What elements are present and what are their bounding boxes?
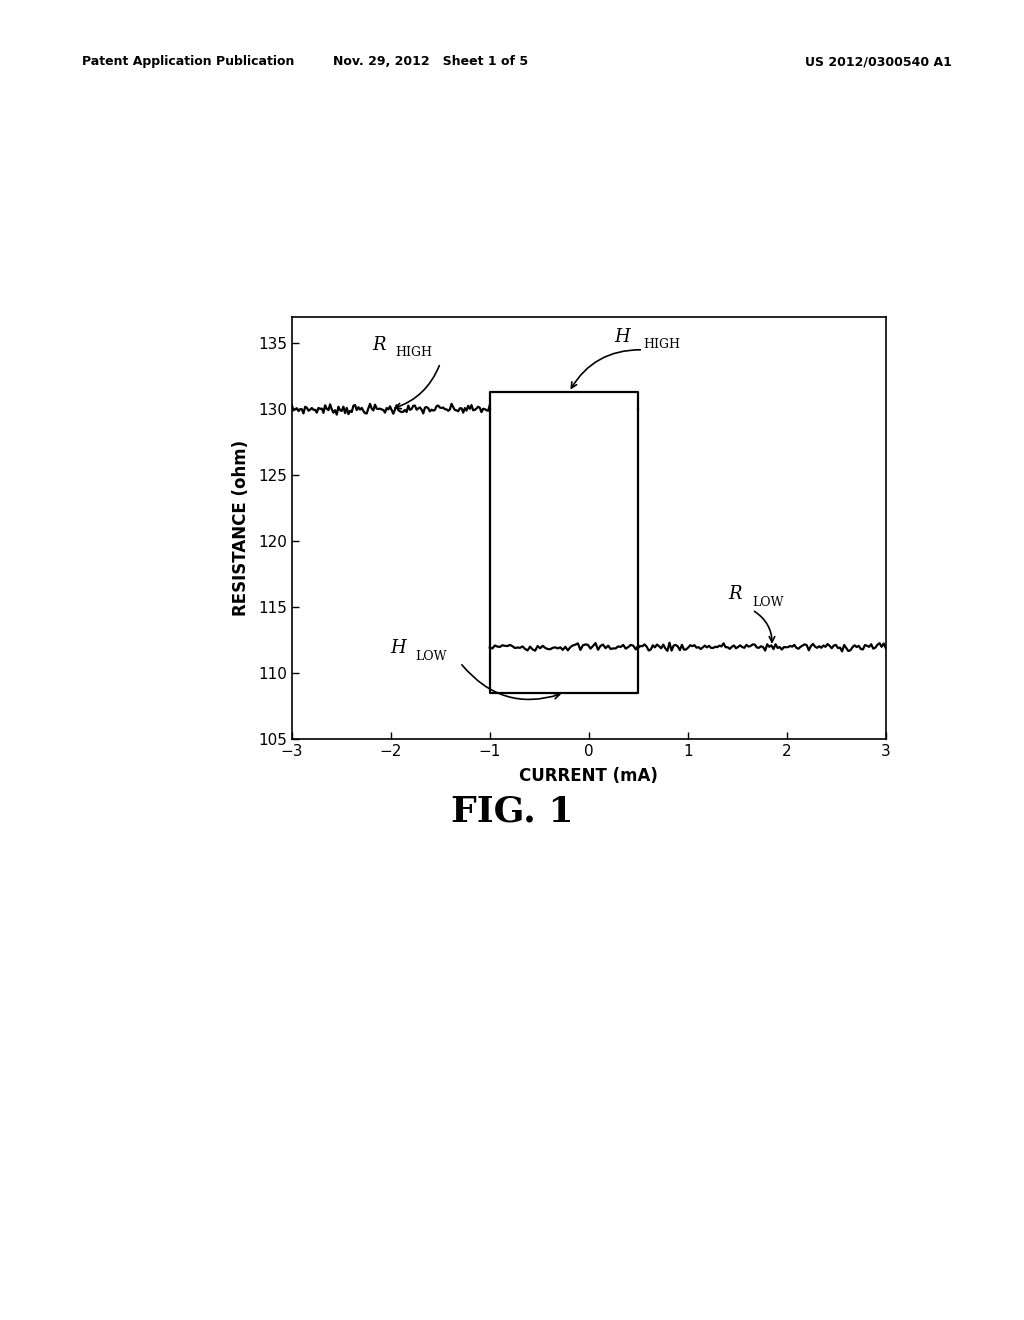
- Text: US 2012/0300540 A1: US 2012/0300540 A1: [806, 55, 952, 69]
- Y-axis label: RESISTANCE (ohm): RESISTANCE (ohm): [231, 440, 250, 616]
- Text: HIGH: HIGH: [395, 346, 433, 359]
- Text: R: R: [729, 585, 742, 603]
- Text: LOW: LOW: [752, 595, 783, 609]
- Text: LOW: LOW: [416, 649, 447, 663]
- Text: H: H: [390, 639, 406, 657]
- X-axis label: CURRENT (mA): CURRENT (mA): [519, 767, 658, 785]
- Text: FIG. 1: FIG. 1: [451, 795, 573, 829]
- Text: H: H: [614, 327, 631, 346]
- Text: Nov. 29, 2012   Sheet 1 of 5: Nov. 29, 2012 Sheet 1 of 5: [333, 55, 527, 69]
- Text: HIGH: HIGH: [643, 338, 680, 351]
- Text: Patent Application Publication: Patent Application Publication: [82, 55, 294, 69]
- Text: R: R: [373, 335, 386, 354]
